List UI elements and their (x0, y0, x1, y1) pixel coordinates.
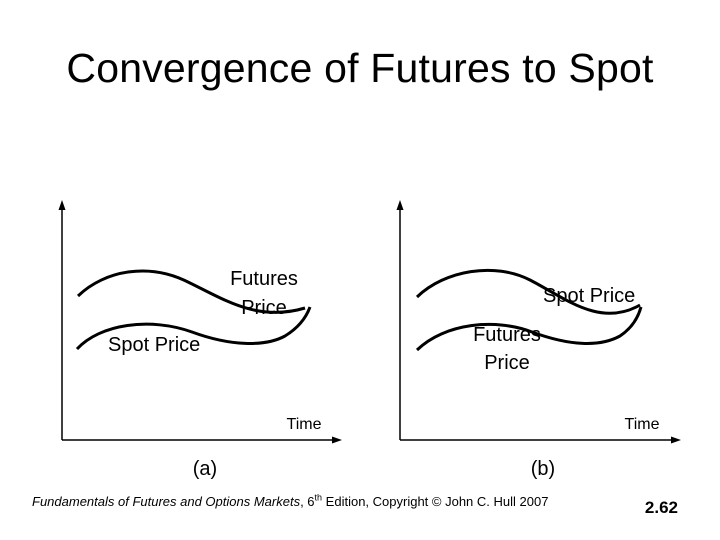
panel-b-time-label: Time (625, 416, 660, 433)
footer-book-title: Fundamentals of Futures and Options Mark… (32, 494, 301, 509)
panel-a-spot-label: Spot Price (108, 334, 200, 356)
panel-b-y-arrow (396, 200, 404, 210)
panel-a-price-label: Price (241, 297, 287, 319)
panel-a-y-arrow (58, 200, 66, 210)
panel-b-spot-label: Spot Price (543, 285, 635, 307)
panel-b-x-arrow (671, 436, 681, 444)
footer-edition-sup: th (314, 492, 323, 503)
panel-b-futures-label: Futures (473, 324, 541, 346)
panel-a-x-arrow (332, 436, 342, 444)
footer-edition-prefix: , 6 (300, 494, 315, 509)
panel-a-futures-label: Futures (230, 268, 298, 290)
panel-b-spot-curve (415, 268, 641, 315)
panel-b-futures-curve (415, 306, 643, 352)
panel-b-caption: (b) (531, 458, 555, 480)
panel-b-price-label: Price (484, 352, 530, 374)
panel-b: Spot Price Futures Price Time (b) (396, 200, 681, 480)
slide-title: Convergence of Futures to Spot (66, 45, 654, 91)
panel-a-futures-curve (76, 269, 306, 314)
panel-a-caption: (a) (193, 458, 217, 480)
panel-a-spot-curve (75, 306, 312, 351)
footer-citation: Fundamentals of Futures and Options Mark… (32, 492, 549, 510)
footer-rest: Edition, Copyright © John C. Hull 2007 (322, 494, 549, 509)
slide-number: 2.62 (644, 498, 678, 517)
panel-a-time-label: Time (287, 416, 322, 433)
panel-a: Futures Price Spot Price Time (a) (58, 200, 342, 480)
